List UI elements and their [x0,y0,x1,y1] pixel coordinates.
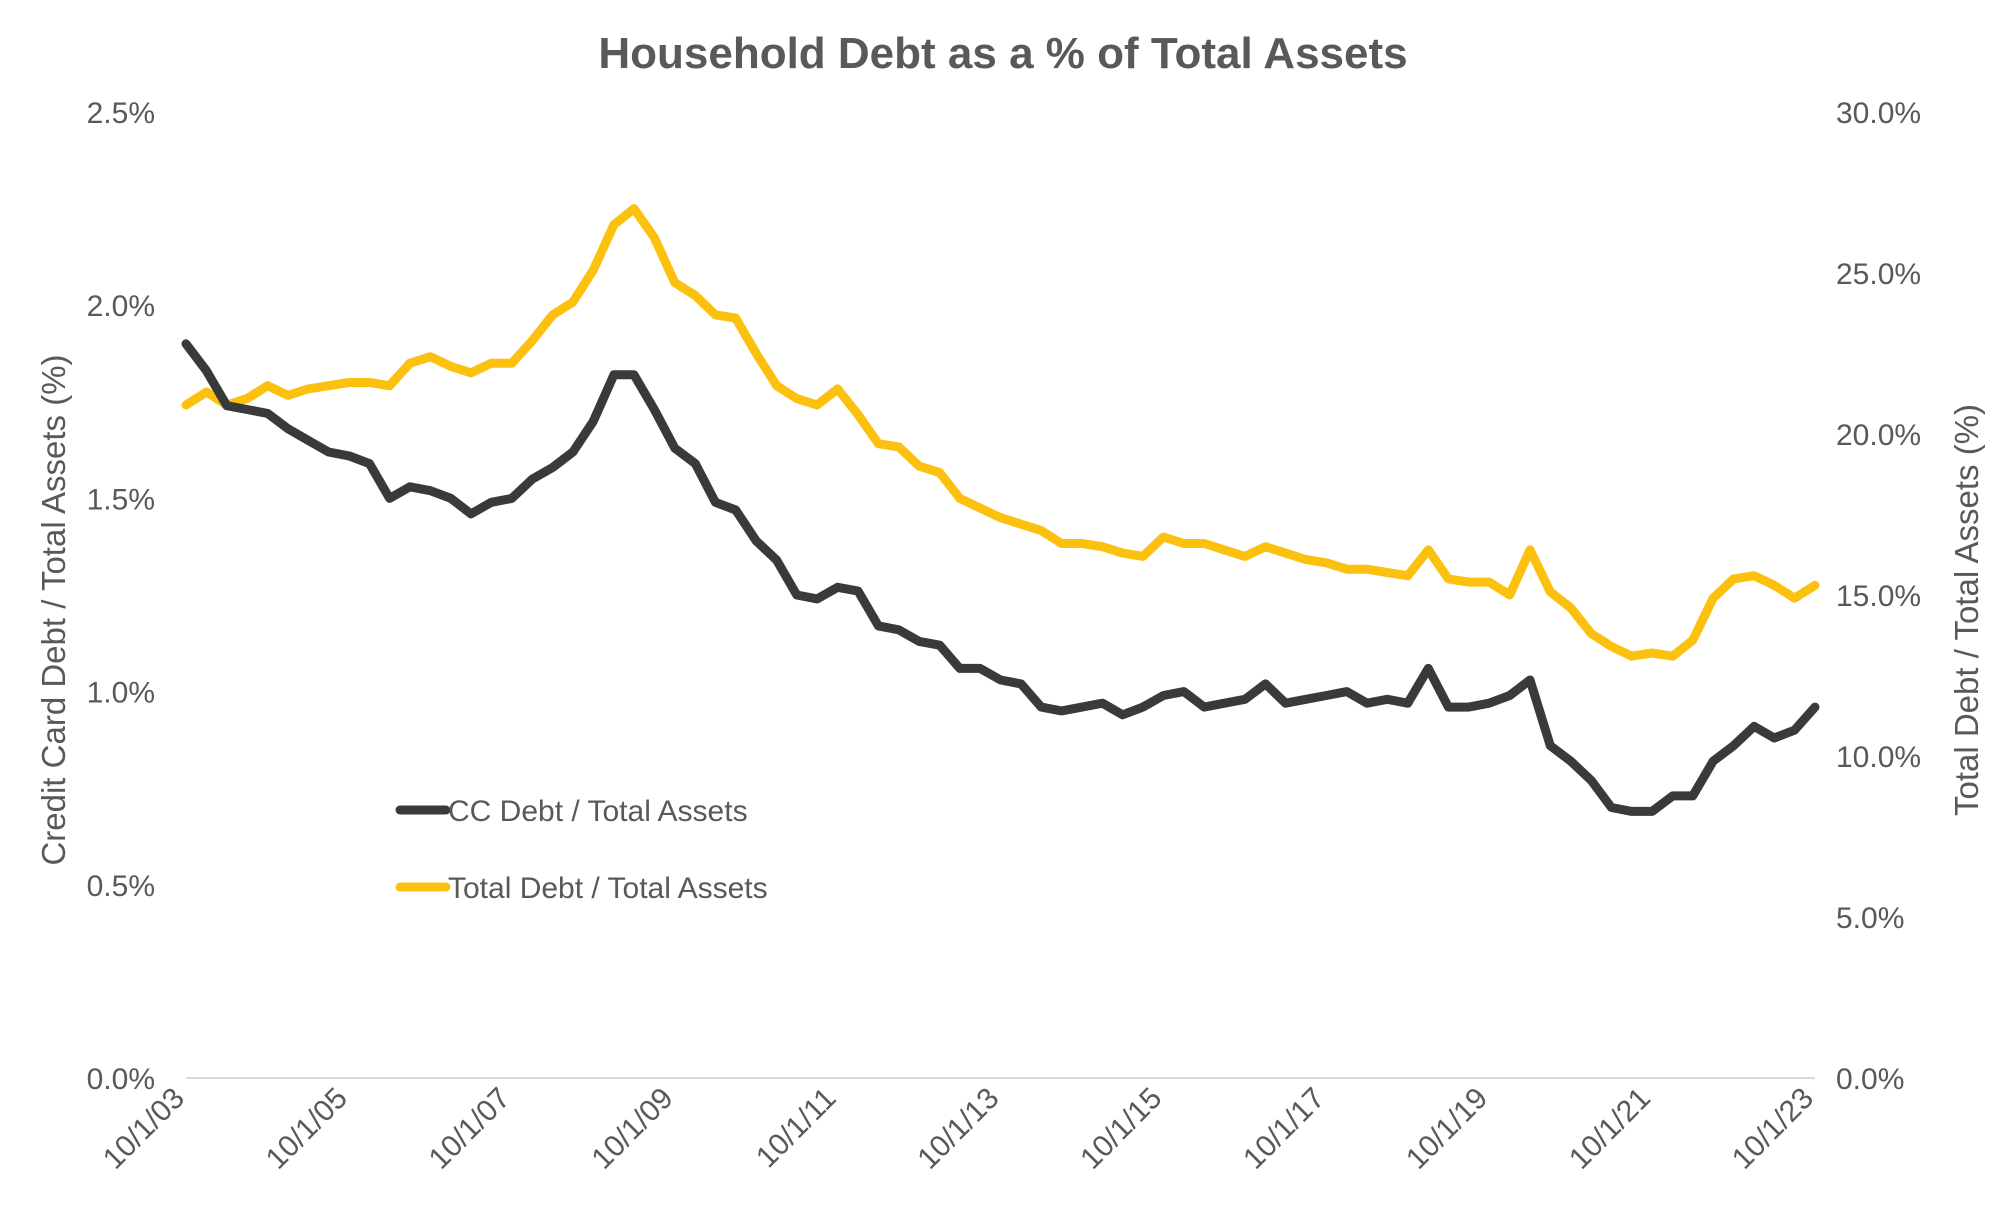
left-y-axis: 0.0% 0.5% 1.0% 1.5% 2.0% 2.5% [87,97,155,1096]
x-axis: 10/1/03 10/1/05 10/1/07 10/1/09 10/1/11 10/1/… [97,1082,1820,1176]
series-group [181,204,1820,816]
legend-item-cc: CC Debt / Total Assets [395,795,748,828]
left-y-tick-label: 1.5% [87,483,155,516]
chart-title: Household Debt as a % of Total Assets [598,29,1407,78]
legend: CC Debt / Total Assets Total Debt / Tota… [395,795,768,905]
legend-label-total: Total Debt / Total Assets [448,872,768,905]
left-y-tick-label: 1.0% [87,677,155,710]
left-y-tick-label: 0.5% [87,870,155,903]
x-tick-label: 10/1/05 [260,1082,354,1176]
x-tick-label: 10/1/09 [586,1082,680,1176]
right-y-tick-label: 25.0% [1836,258,1921,291]
x-tick-label: 10/1/19 [1400,1082,1494,1176]
x-tick-label: 10/1/23 [1726,1082,1820,1176]
right-y-tick-label: 15.0% [1836,580,1921,613]
legend-label-cc: CC Debt / Total Assets [448,795,748,828]
right-y-tick-label: 30.0% [1836,97,1921,130]
left-y-axis-title: Credit Card Debt / Total Assets (%) [35,354,72,865]
x-tick-label: 10/1/15 [1074,1082,1168,1176]
x-tick-label: 10/1/13 [911,1082,1005,1176]
left-y-tick-label: 2.0% [87,290,155,323]
left-y-tick-label: 0.0% [87,1063,155,1096]
series-line-cc-debt [181,339,1820,816]
series-line-total-debt [181,204,1820,661]
legend-item-total: Total Debt / Total Assets [395,872,768,905]
left-y-tick-label: 2.5% [87,97,155,130]
right-y-tick-label: 10.0% [1836,741,1921,774]
x-tick-label: 10/1/17 [1237,1082,1331,1176]
right-y-axis: 0.0% 5.0% 10.0% 15.0% 20.0% 25.0% 30.0% [1836,97,1921,1096]
right-y-axis-title: Total Debt / Total Assets (%) [1948,404,1985,816]
x-tick-label: 10/1/21 [1563,1082,1657,1176]
right-y-tick-label: 0.0% [1836,1063,1904,1096]
x-tick-label: 10/1/11 [750,1082,843,1175]
x-tick-label: 10/1/07 [423,1082,517,1176]
right-y-tick-label: 5.0% [1836,902,1904,935]
right-y-tick-label: 20.0% [1836,419,1921,452]
